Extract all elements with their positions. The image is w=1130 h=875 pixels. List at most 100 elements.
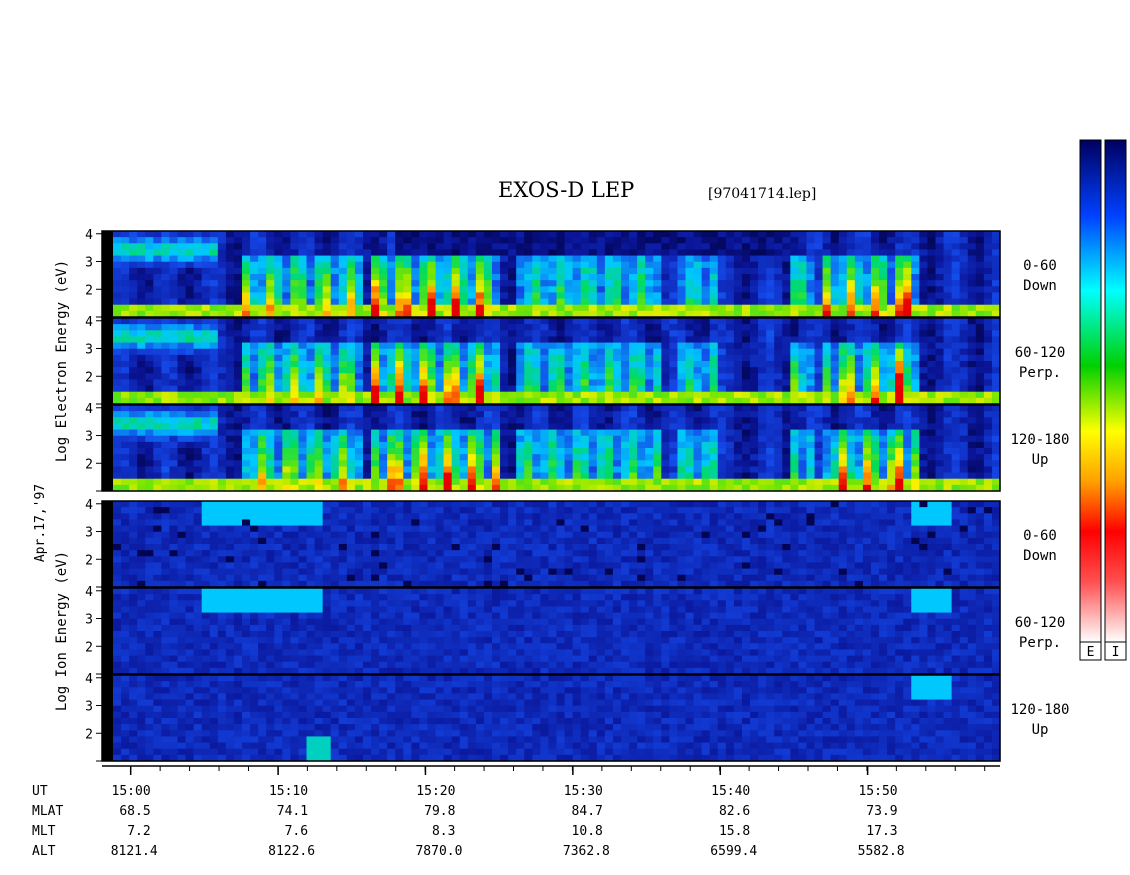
heatmap-cell bbox=[483, 379, 493, 387]
heatmap-cell bbox=[451, 237, 461, 244]
heatmap-cell bbox=[282, 507, 291, 514]
heatmap-cell bbox=[983, 324, 993, 331]
heatmap-cell bbox=[870, 324, 880, 331]
heatmap-cell bbox=[266, 441, 275, 449]
heatmap-cell bbox=[717, 310, 727, 318]
heatmap-cell bbox=[806, 348, 816, 356]
heatmap-cell bbox=[596, 478, 606, 486]
heatmap-cell bbox=[621, 280, 630, 287]
heatmap-cell bbox=[758, 411, 767, 418]
heatmap-cell bbox=[242, 249, 251, 257]
heatmap-cell bbox=[725, 231, 735, 238]
heatmap-cell bbox=[201, 580, 211, 588]
heatmap-cell bbox=[395, 448, 404, 455]
heatmap-cell bbox=[806, 478, 816, 486]
heatmap-cell bbox=[588, 310, 598, 318]
heatmap-cell bbox=[661, 367, 670, 374]
heatmap-cell bbox=[233, 568, 243, 576]
heatmap-cell bbox=[362, 472, 372, 480]
heatmap-cell bbox=[419, 336, 429, 344]
heatmap-cell bbox=[217, 405, 227, 412]
heatmap-cell bbox=[371, 292, 380, 300]
heatmap-cell bbox=[991, 405, 1001, 412]
heatmap-cell bbox=[258, 448, 267, 455]
heatmap-cell bbox=[371, 261, 380, 269]
heatmap-cell bbox=[258, 513, 267, 521]
heatmap-cell bbox=[129, 318, 138, 325]
heatmap-cell bbox=[314, 423, 324, 431]
heatmap-cell bbox=[354, 336, 364, 344]
heatmap-cell bbox=[322, 330, 332, 338]
heatmap-cell bbox=[991, 231, 1001, 238]
heatmap-cell bbox=[516, 429, 525, 437]
heatmap-cell bbox=[314, 243, 324, 251]
heatmap-cell bbox=[903, 231, 912, 238]
heatmap-cell bbox=[298, 472, 308, 480]
heatmap-cell bbox=[693, 261, 703, 269]
heatmap-cell bbox=[508, 255, 517, 263]
heatmap-cell bbox=[733, 423, 743, 431]
heatmap-cell bbox=[822, 310, 832, 318]
heatmap-cell bbox=[911, 237, 920, 244]
heatmap-cell bbox=[516, 255, 525, 263]
heatmap-cell bbox=[758, 310, 767, 318]
heatmap-cell bbox=[854, 379, 864, 387]
heatmap-cell bbox=[306, 261, 316, 269]
heatmap-cell bbox=[419, 405, 429, 412]
heatmap-cell bbox=[427, 336, 437, 344]
heatmap-cell bbox=[621, 318, 630, 325]
heatmap-cell bbox=[790, 304, 800, 312]
heatmap-cell bbox=[733, 261, 743, 269]
heatmap-cell bbox=[113, 574, 122, 582]
heatmap-cell bbox=[758, 330, 767, 338]
heatmap-cell bbox=[895, 324, 904, 331]
heatmap-cell bbox=[758, 243, 767, 251]
heatmap-cell bbox=[758, 379, 767, 387]
heatmap-cell bbox=[354, 280, 364, 287]
heatmap-cell bbox=[556, 292, 566, 300]
heatmap-cell bbox=[483, 310, 493, 318]
heatmap-cell bbox=[161, 274, 171, 281]
heatmap-cell bbox=[741, 249, 751, 257]
heatmap-cell bbox=[121, 562, 130, 570]
heatmap-cell bbox=[846, 261, 856, 269]
heatmap-cell bbox=[774, 435, 783, 443]
heatmap-cell bbox=[338, 304, 348, 312]
heatmap-cell bbox=[354, 255, 364, 263]
heatmap-cell bbox=[145, 405, 154, 412]
heatmap-cell bbox=[862, 354, 872, 362]
heatmap-cell bbox=[346, 454, 356, 461]
heatmap-cell bbox=[274, 231, 283, 238]
heatmap-cell bbox=[806, 243, 816, 251]
heatmap-cell bbox=[862, 342, 872, 350]
heatmap-cell bbox=[209, 574, 219, 582]
heatmap-cell bbox=[274, 405, 283, 412]
heatmap-cell bbox=[935, 423, 945, 431]
heatmap-cell bbox=[540, 267, 550, 275]
heatmap-cell bbox=[153, 361, 162, 368]
heatmap-cell bbox=[758, 249, 767, 257]
heatmap-cell bbox=[435, 373, 445, 381]
heatmap-cell bbox=[201, 501, 211, 508]
heatmap-cell bbox=[113, 348, 122, 356]
heatmap-cell bbox=[532, 435, 541, 443]
heatmap-cell bbox=[467, 472, 477, 480]
heatmap-cell bbox=[556, 261, 566, 269]
heatmap-cell bbox=[822, 466, 832, 474]
heatmap-cell bbox=[846, 298, 856, 306]
heatmap-cell bbox=[951, 460, 961, 468]
heatmap-cell bbox=[911, 304, 920, 312]
heatmap-cell bbox=[225, 478, 235, 486]
heatmap-cell bbox=[145, 348, 154, 356]
heatmap-cell bbox=[524, 292, 533, 300]
heatmap-cell bbox=[903, 298, 912, 306]
heatmap-cell bbox=[983, 231, 993, 238]
heatmap-cell bbox=[701, 231, 711, 238]
heatmap-cell bbox=[411, 435, 421, 443]
heatmap-cell bbox=[967, 423, 977, 431]
heatmap-cell bbox=[612, 460, 622, 468]
heatmap-cell bbox=[798, 267, 808, 275]
heatmap-cell bbox=[483, 385, 493, 393]
heatmap-cell bbox=[983, 255, 993, 263]
heatmap-cell bbox=[580, 429, 590, 437]
